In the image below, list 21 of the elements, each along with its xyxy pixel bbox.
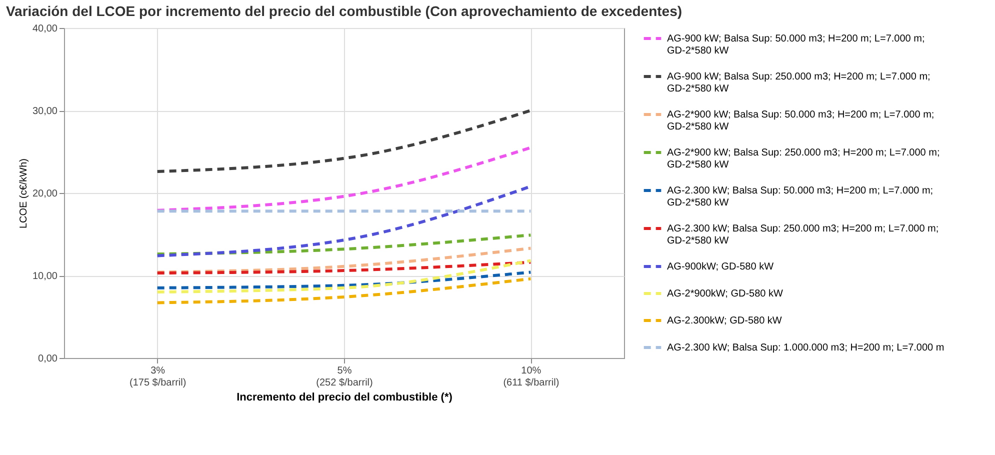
legend-label: AG-900kW; GD-580 kW [667,262,774,272]
x-axis-title: Incremento del precio del combustible (*) [236,392,453,404]
legend-label: AG-2.300kW; GD-580 kW [667,316,782,326]
y-tick-label: 40,00 [32,24,58,34]
x-tick-label: 10% (611 $/barril) [503,366,560,388]
legend-label: AG-900 kW; Balsa Sup: 50.000 m3; H=200 m; L=7.000 m; GD-2*580 kW [667,34,925,56]
x-tick-label: 3% (175 $/barril) [129,366,186,388]
legend-label: AG-2.300 kW; Balsa Sup: 50.000 m3; H=200 m; L=7.000 m; GD-2*580 kW [667,186,934,208]
legend-label: AG-2*900kW; GD-580 kW [667,288,784,300]
y-tick-label: 20,00 [32,188,58,200]
legend-label: AG-2*900 kW; Balsa Sup: 50.000 m3; H=200 m; L=7.000 m; GD-2*580 kW [667,110,934,132]
chart-title: Variación del LCOE por incremento del precio del combustible (Con aprovechamiento de excedentes) [6,3,682,19]
legend-label: AG-2.300 kW; Balsa Sup: 1.000.000 m3; H=200 m; L=7.000 m [667,342,944,354]
legend-label: AG-2.300 kW; Balsa Sup: 250.000 m3; H=200 m; L=7.000 m; GD-2*580 kW [667,224,939,246]
y-tick-label: 0,00 [38,354,58,364]
y-axis-title: LCOE (c€/kWh) [18,158,30,229]
y-tick-label: 30,00 [32,106,58,117]
legend-label: AG-900 kW; Balsa Sup: 250.000 m3; H=200 m; L=7.000 m; GD-2*580 kW [667,72,930,94]
legend-label: AG-2*900 kW; Balsa Sup: 250.000 m3; H=200 m; L=7.000 m; GD-2*580 kW [667,148,940,170]
y-tick-label: 10,00 [32,271,58,282]
x-tick-label: 5% (252 $/barril) [316,366,373,388]
